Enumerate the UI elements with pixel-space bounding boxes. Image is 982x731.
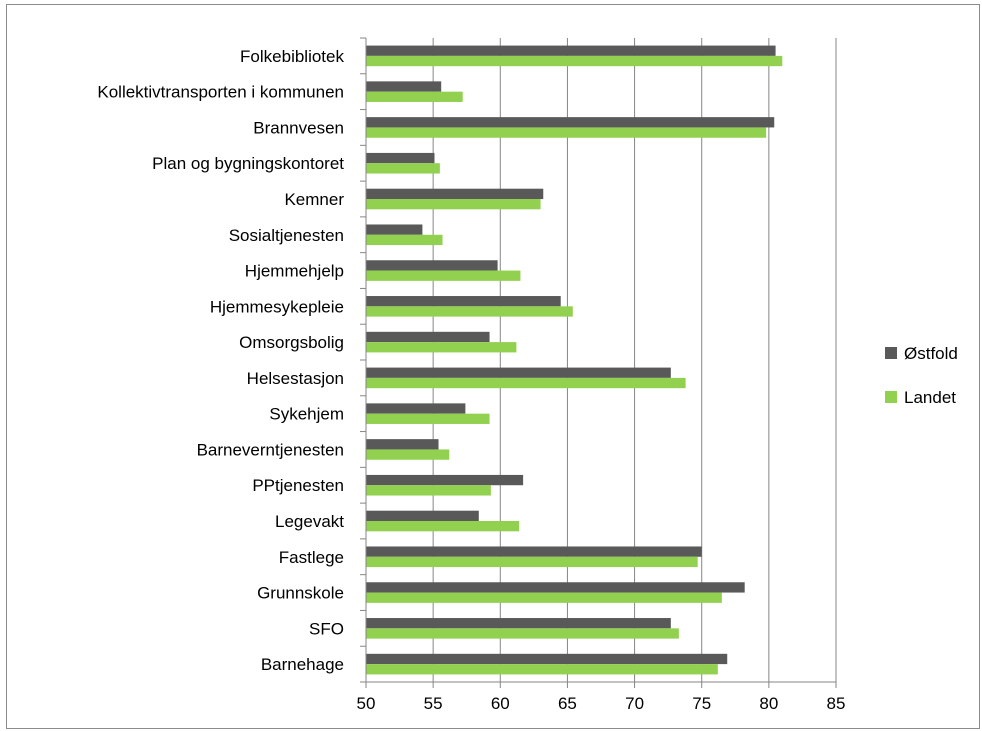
category-label: Hjemmesykepleie: [210, 297, 344, 316]
category-label: Brannvesen: [253, 118, 344, 137]
x-tick-label: 60: [491, 694, 510, 713]
bar-ostfold-0: [366, 45, 776, 56]
x-tick-label: 50: [357, 694, 376, 713]
x-tick-label: 70: [625, 694, 644, 713]
category-label: Hjemmehjelp: [245, 262, 344, 281]
bar-landet-4: [366, 199, 541, 210]
bar-landet-13: [366, 521, 520, 532]
bar-landet-9: [366, 377, 686, 389]
x-tick-label: 80: [759, 694, 778, 713]
category-label: Grunnskole: [257, 584, 344, 603]
x-tick-label: 85: [827, 694, 846, 713]
category-label: Omsorgsbolig: [239, 333, 344, 352]
x-tick-label: 75: [692, 694, 711, 713]
bar-ostfold-3: [366, 152, 435, 164]
bar-ostfold-16: [366, 618, 671, 629]
bars: [366, 45, 783, 675]
category-label: Sykehjem: [269, 405, 344, 424]
legend-swatch-ostfold: [885, 347, 897, 359]
bar-ostfold-14: [366, 546, 702, 557]
category-labels: Folkebibliotek Kollektivtransporten i kom…: [97, 47, 344, 674]
category-label: Barneverntjenesten: [197, 440, 344, 459]
bar-ostfold-1: [366, 81, 442, 92]
category-label: Kemner: [284, 190, 344, 209]
legend-label-landet: Landet: [904, 388, 956, 407]
bar-landet-0: [366, 55, 783, 67]
bar-ostfold-9: [366, 367, 671, 378]
axis: [360, 37, 837, 688]
bar-landet-7: [366, 306, 573, 317]
bar-ostfold-7: [366, 296, 561, 307]
bar-ostfold-17: [366, 653, 728, 665]
legend: Østfold Landet: [885, 344, 958, 407]
bar-ostfold-4: [366, 188, 544, 199]
bar-ostfold-10: [366, 403, 466, 414]
category-label: Legevakt: [275, 512, 344, 531]
x-tick-labels: 50 55 60 65 70 75 80 85: [357, 694, 846, 713]
bar-landet-8: [366, 342, 517, 353]
bar-ostfold-5: [366, 224, 423, 235]
bar-ostfold-6: [366, 260, 498, 271]
bar-landet-11: [366, 449, 450, 460]
category-label: Folkebibliotek: [240, 47, 344, 66]
category-label: PPtjenesten: [252, 476, 344, 495]
category-label: Sosialtjenesten: [229, 226, 344, 245]
bar-ostfold-2: [366, 117, 775, 128]
bar-landet-14: [366, 556, 698, 568]
bar-ostfold-13: [366, 510, 479, 521]
category-label: Plan og bygningskontoret: [152, 154, 344, 173]
legend-swatch-landet: [885, 391, 897, 403]
category-label: SFO: [309, 619, 344, 638]
bar-ostfold-15: [366, 582, 745, 593]
bar-landet-1: [366, 91, 463, 102]
bar-landet-3: [366, 163, 440, 174]
bar-ostfold-12: [366, 474, 524, 486]
legend-label-ostfold: Østfold: [904, 344, 958, 363]
category-label: Fastlege: [279, 548, 344, 567]
bar-ostfold-8: [366, 331, 490, 343]
bar-landet-5: [366, 234, 443, 246]
bar-landet-16: [366, 628, 679, 639]
category-label: Barnehage: [261, 655, 344, 674]
bar-landet-10: [366, 413, 490, 424]
bar-landet-6: [366, 270, 521, 281]
bar-landet-2: [366, 127, 767, 138]
bar-landet-15: [366, 592, 722, 603]
category-label: Helsestasjon: [247, 369, 344, 388]
bar-landet-12: [366, 485, 491, 496]
x-tick-label: 55: [424, 694, 443, 713]
bar-ostfold-11: [366, 439, 439, 450]
gridlines: [432, 38, 837, 682]
bar-landet-17: [366, 664, 718, 675]
category-label: Kollektivtransporten i kommunen: [97, 83, 344, 102]
x-tick-label: 65: [558, 694, 577, 713]
